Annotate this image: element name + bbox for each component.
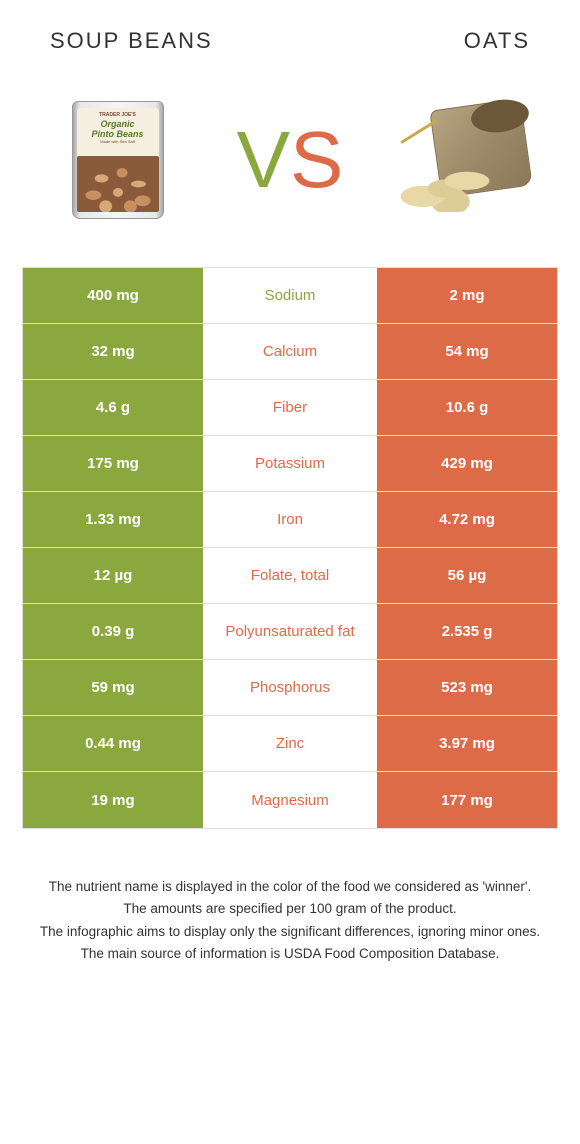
table-row: 0.39 gPolyunsaturated fat2.535 g [23, 604, 557, 660]
table-row: 19 mgMagnesium177 mg [23, 772, 557, 828]
footer-notes: The nutrient name is displayed in the co… [0, 829, 580, 964]
nutrient-name: Phosphorus [203, 660, 377, 715]
right-value: 2 mg [377, 268, 557, 323]
table-row: 32 mgCalcium54 mg [23, 324, 557, 380]
nutrient-name: Zinc [203, 716, 377, 771]
right-value: 54 mg [377, 324, 557, 379]
comparison-header: SOUP BEANS OATS [0, 0, 580, 54]
left-value: 32 mg [23, 324, 203, 379]
table-row: 175 mgPotassium429 mg [23, 436, 557, 492]
left-value: 175 mg [23, 436, 203, 491]
can-line2: Pinto Beans [91, 129, 143, 139]
left-value: 400 mg [23, 268, 203, 323]
can-sub: Made with Sea Salt [100, 139, 134, 144]
table-row: 59 mgPhosphorus523 mg [23, 660, 557, 716]
right-value: 2.535 g [377, 604, 557, 659]
oats-image [385, 92, 540, 227]
left-value: 12 µg [23, 548, 203, 603]
can-brand: TRADER JOE'S [99, 112, 136, 118]
nutrient-name: Folate, total [203, 548, 377, 603]
vs-v: V [237, 115, 290, 204]
table-row: 0.44 mgZinc3.97 mg [23, 716, 557, 772]
nutrient-name: Iron [203, 492, 377, 547]
nutrient-name: Polyunsaturated fat [203, 604, 377, 659]
nutrient-name: Magnesium [203, 772, 377, 828]
right-value: 3.97 mg [377, 716, 557, 771]
left-value: 19 mg [23, 772, 203, 828]
right-value: 56 µg [377, 548, 557, 603]
can-line1: Organic [100, 119, 134, 129]
right-value: 523 mg [377, 660, 557, 715]
left-value: 0.44 mg [23, 716, 203, 771]
footer-line-2: The amounts are specified per 100 gram o… [36, 899, 544, 919]
vs-label: VS [237, 120, 344, 200]
left-food-title: SOUP BEANS [50, 28, 213, 54]
table-row: 12 µgFolate, total56 µg [23, 548, 557, 604]
right-value: 10.6 g [377, 380, 557, 435]
nutrient-table: 400 mgSodium2 mg32 mgCalcium54 mg4.6 gFi… [22, 267, 558, 829]
nutrient-name: Calcium [203, 324, 377, 379]
can-icon: TRADER JOE'S Organic Pinto Beans Made wi… [72, 101, 164, 219]
left-value: 59 mg [23, 660, 203, 715]
nutrient-name: Fiber [203, 380, 377, 435]
vs-s: S [290, 115, 343, 204]
beans-icon [77, 156, 159, 212]
left-value: 4.6 g [23, 380, 203, 435]
table-row: 400 mgSodium2 mg [23, 268, 557, 324]
soup-beans-image: TRADER JOE'S Organic Pinto Beans Made wi… [40, 92, 195, 227]
nutrient-name: Sodium [203, 268, 377, 323]
images-row: TRADER JOE'S Organic Pinto Beans Made wi… [0, 54, 580, 267]
footer-line-3: The infographic aims to display only the… [36, 922, 544, 942]
nutrient-name: Potassium [203, 436, 377, 491]
right-value: 429 mg [377, 436, 557, 491]
left-value: 0.39 g [23, 604, 203, 659]
right-value: 4.72 mg [377, 492, 557, 547]
right-food-title: OATS [464, 28, 530, 54]
table-row: 4.6 gFiber10.6 g [23, 380, 557, 436]
footer-line-1: The nutrient name is displayed in the co… [36, 877, 544, 897]
left-value: 1.33 mg [23, 492, 203, 547]
sack-icon [390, 100, 535, 220]
right-value: 177 mg [377, 772, 557, 828]
table-row: 1.33 mgIron4.72 mg [23, 492, 557, 548]
footer-line-4: The main source of information is USDA F… [36, 944, 544, 964]
